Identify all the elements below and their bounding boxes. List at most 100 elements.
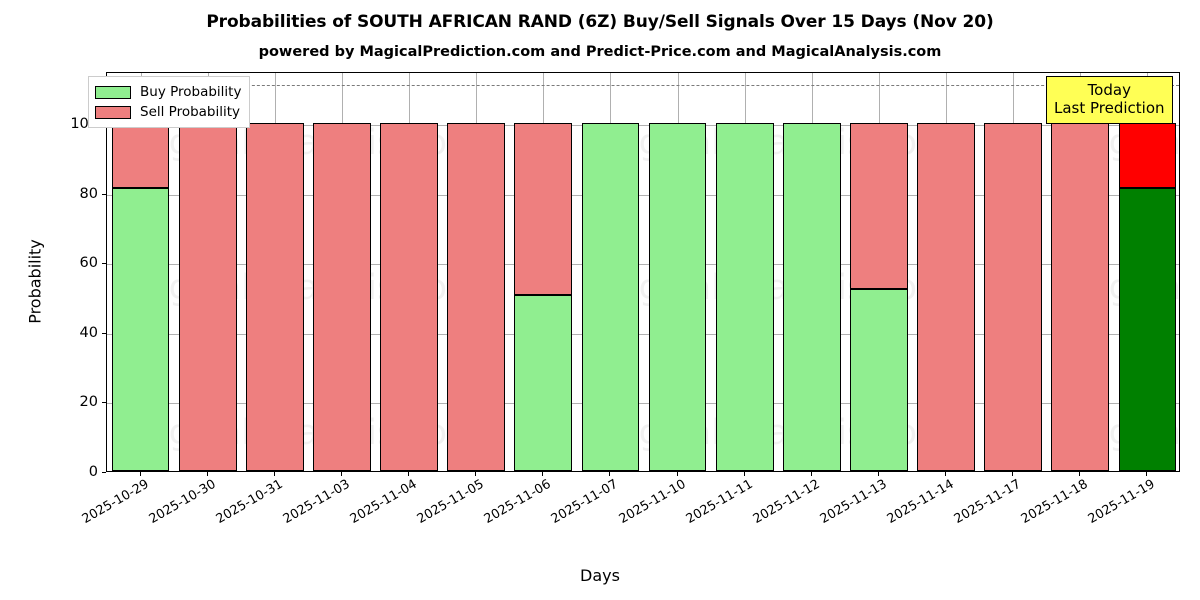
bar-segment-sell[interactable] [178,123,237,471]
legend-item: Sell Probability [95,102,241,122]
x-axis-tick-mark [1146,472,1148,476]
x-axis-tick-mark [139,472,141,476]
gridline-horizontal [107,333,1179,335]
x-axis-tick-mark [810,472,812,476]
x-axis-tick-mark [340,472,342,476]
x-axis-tick-label: 2025-11-17 [951,476,1024,527]
bar-group[interactable] [111,73,170,471]
x-axis-tick-label: 2025-10-31 [213,476,286,527]
x-axis-tick-mark [676,472,678,476]
bar-segment-sell[interactable] [313,123,371,471]
y-axis-tick-label: 40 [79,324,98,341]
bar-segment-buy[interactable] [715,123,774,471]
today-annotation: Today Last Prediction [1046,76,1173,124]
bar-segment-buy[interactable] [648,123,707,471]
bar-segment-sell[interactable] [984,123,1043,471]
x-axis-tick-label: 2025-11-10 [616,476,689,527]
y-axis-tick-mark [102,193,106,195]
y-axis-tick-mark [102,332,106,334]
bar-group[interactable] [1051,73,1110,471]
threshold-dashed-line [107,85,1179,87]
y-axis-tick-mark [102,402,106,404]
x-axis-tick-label: 2025-11-14 [884,476,957,527]
bar-segment-sell[interactable] [245,123,304,471]
bar-group[interactable] [648,73,707,471]
chart-subtitle: powered by MagicalPrediction.com and Pre… [258,44,942,60]
bar-segment-buy[interactable] [514,295,573,471]
x-axis-tick-mark [1012,472,1014,476]
chart-title: Probabilities of SOUTH AFRICAN RAND (6Z)… [206,12,994,32]
chart-legend: Buy Probability Sell Probability [88,76,251,128]
bar-segment-buy[interactable] [111,187,170,471]
legend-swatch-buy [95,85,131,99]
x-axis-tick-mark [743,472,745,476]
bar-segment-buy[interactable] [782,123,841,471]
today-annotation-line1: Today [1087,81,1131,99]
x-axis-tick-mark [206,472,208,476]
y-axis-tick-mark [102,263,106,265]
bar-group[interactable] [178,73,237,471]
bar-group-today[interactable] [1118,73,1177,471]
y-axis-label: Probability [25,239,45,324]
gridline-horizontal [107,403,1179,405]
today-annotation-line2: Last Prediction [1054,99,1165,118]
x-axis-tick-mark [475,472,477,476]
bar-group[interactable] [984,73,1043,471]
x-axis-label: Days [580,566,620,585]
legend-item: Buy Probability [95,82,241,102]
x-axis-tick-label: 2025-11-11 [683,476,756,527]
x-axis-tick-label: 2025-11-04 [347,476,420,527]
bar-group[interactable] [715,73,774,471]
x-axis-tick-mark [609,472,611,476]
x-axis-tick-label: 2025-11-13 [817,476,890,527]
bar-group[interactable] [380,73,438,471]
plot-area: MagicalAnalysis.comMagicalAnalysis.comMa… [106,72,1180,472]
x-axis-tick-label: 2025-10-30 [146,476,219,527]
x-axis-tick-mark [945,472,947,476]
x-axis-tick-mark [877,472,879,476]
gridline-horizontal [107,125,1179,127]
legend-swatch-sell [95,105,131,119]
x-axis-tick-label: 2025-11-12 [750,476,823,527]
x-axis-tick-label: 2025-11-19 [1086,476,1158,527]
x-axis-tick-mark [1079,472,1081,476]
bar-group[interactable] [245,73,304,471]
bar-segment-sell[interactable] [1051,123,1110,471]
y-axis-tick-mark [102,472,106,473]
x-axis-tick-label: 2025-10-29 [79,476,152,527]
gridline-horizontal [107,194,1179,196]
bar-segment-sell[interactable] [917,123,975,471]
bar-segment-buy[interactable] [581,123,640,471]
bar-group[interactable] [313,73,371,471]
y-axis-tick-label: 60 [79,255,98,272]
legend-label: Buy Probability [140,84,242,100]
x-axis-tick-label: 2025-11-18 [1018,476,1091,527]
bar-segment-sell[interactable] [380,123,438,471]
bar-group[interactable] [514,73,573,471]
y-axis-tick-label: 0 [88,464,98,480]
x-axis-tick-mark [408,472,410,476]
bar-group[interactable] [447,73,506,471]
bar-group[interactable] [782,73,841,471]
x-axis-tick-label: 2025-11-03 [280,476,353,527]
x-axis-tick-label: 2025-11-07 [549,476,621,527]
bar-segment-buy[interactable] [850,289,908,471]
bar-group[interactable] [850,73,908,471]
bar-segment-buy[interactable] [1118,187,1177,471]
y-axis-tick-label: 20 [79,394,98,411]
bar-segment-sell[interactable] [447,123,506,471]
x-axis-tick-label: 2025-11-05 [414,476,487,527]
bar-segment-sell[interactable] [514,123,573,295]
x-axis-tick-label: 2025-11-06 [481,476,554,527]
legend-label: Sell Probability [140,104,241,120]
bar-segment-sell[interactable] [111,123,170,188]
x-axis-tick-mark [542,472,544,476]
y-axis-tick-label: 80 [79,185,98,202]
x-axis-tick-mark [273,472,275,476]
bar-group[interactable] [917,73,975,471]
gridline-horizontal [107,264,1179,266]
bar-group[interactable] [581,73,640,471]
bar-segment-sell[interactable] [850,123,908,290]
bar-segment-sell[interactable] [1118,123,1177,188]
